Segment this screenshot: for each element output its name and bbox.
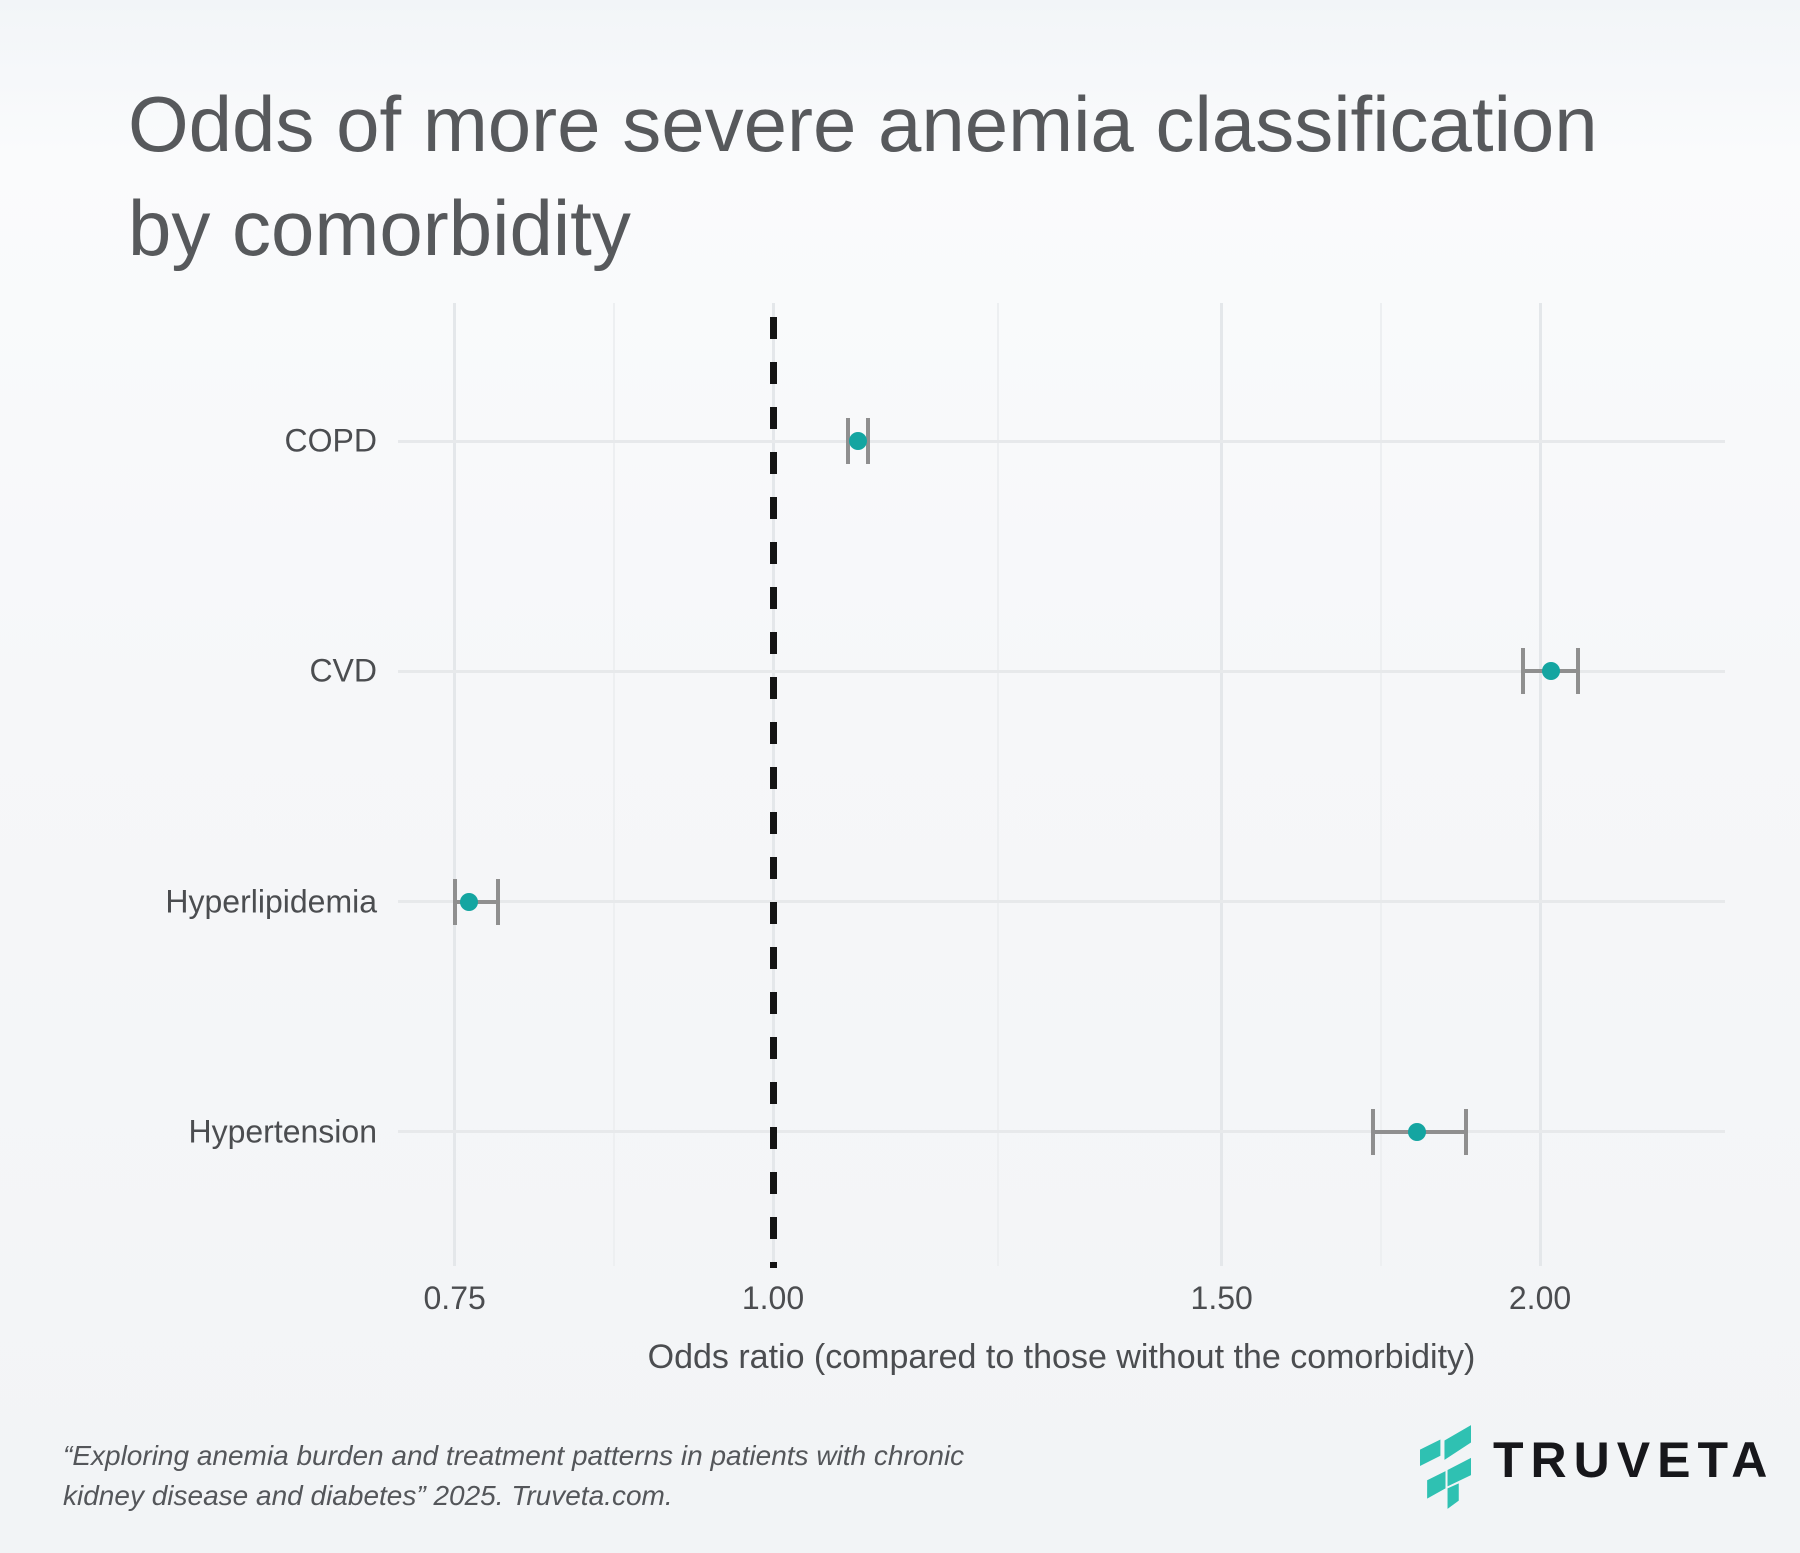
- chart-title-line1: Odds of more severe anemia classificatio…: [128, 80, 1598, 168]
- category-label-cvd: CVD: [309, 652, 377, 689]
- ci-cap-low-cvd: [1521, 648, 1526, 695]
- ci-cap-low-copd: [845, 418, 850, 464]
- row-gridline: [398, 439, 1725, 443]
- data-point-hyperlipidemia: [460, 892, 479, 911]
- major-gridline: [1538, 303, 1542, 1266]
- ci-cap-low-hyperlipidemia: [452, 878, 457, 925]
- category-label-hypertension: Hypertension: [188, 1113, 377, 1150]
- row-gridline: [398, 900, 1725, 904]
- ci-cap-high-cvd: [1576, 648, 1581, 695]
- chart-title-line2: by comorbidity: [128, 184, 631, 272]
- x-tick-label: 0.75: [423, 1280, 486, 1316]
- truveta-logo: TRUVETA: [1420, 1424, 1774, 1510]
- chart-title: Odds of more severe anemia classificatio…: [128, 72, 1598, 280]
- source-citation: “Exploring anemia burden and treatment p…: [63, 1436, 964, 1516]
- data-point-cvd: [1542, 662, 1561, 681]
- ci-cap-high-hypertension: [1463, 1108, 1468, 1155]
- ci-cap-high-hyperlipidemia: [496, 878, 501, 925]
- row-gridline: [398, 1130, 1725, 1134]
- truveta-wordmark: TRUVETA: [1493, 1432, 1775, 1488]
- row-gridline: [398, 669, 1725, 673]
- ci-cap-high-copd: [866, 418, 871, 464]
- minor-gridline: [1379, 303, 1382, 1266]
- minor-gridline: [612, 303, 615, 1266]
- x-tick-label: 1.50: [1190, 1280, 1253, 1316]
- data-point-hypertension: [1408, 1122, 1427, 1141]
- major-gridline: [1220, 303, 1224, 1266]
- x-tick-label: 1.00: [741, 1280, 805, 1316]
- source-citation-line2: kidney disease and diabetes” 2025. Truve…: [63, 1480, 673, 1511]
- minor-gridline: [996, 303, 999, 1266]
- category-label-hyperlipidemia: Hyperlipidemia: [165, 883, 377, 920]
- x-axis-title: Odds ratio (compared to those without th…: [647, 1338, 1476, 1376]
- category-label-copd: COPD: [284, 422, 377, 459]
- data-point-copd: [849, 432, 868, 450]
- truveta-logo-mark: [1420, 1425, 1471, 1509]
- ci-cap-low-hypertension: [1371, 1108, 1376, 1155]
- x-tick-label: 2.00: [1508, 1280, 1572, 1316]
- reference-line: [769, 317, 777, 1268]
- source-citation-line1: “Exploring anemia burden and treatment p…: [63, 1440, 965, 1471]
- major-gridline: [453, 303, 457, 1266]
